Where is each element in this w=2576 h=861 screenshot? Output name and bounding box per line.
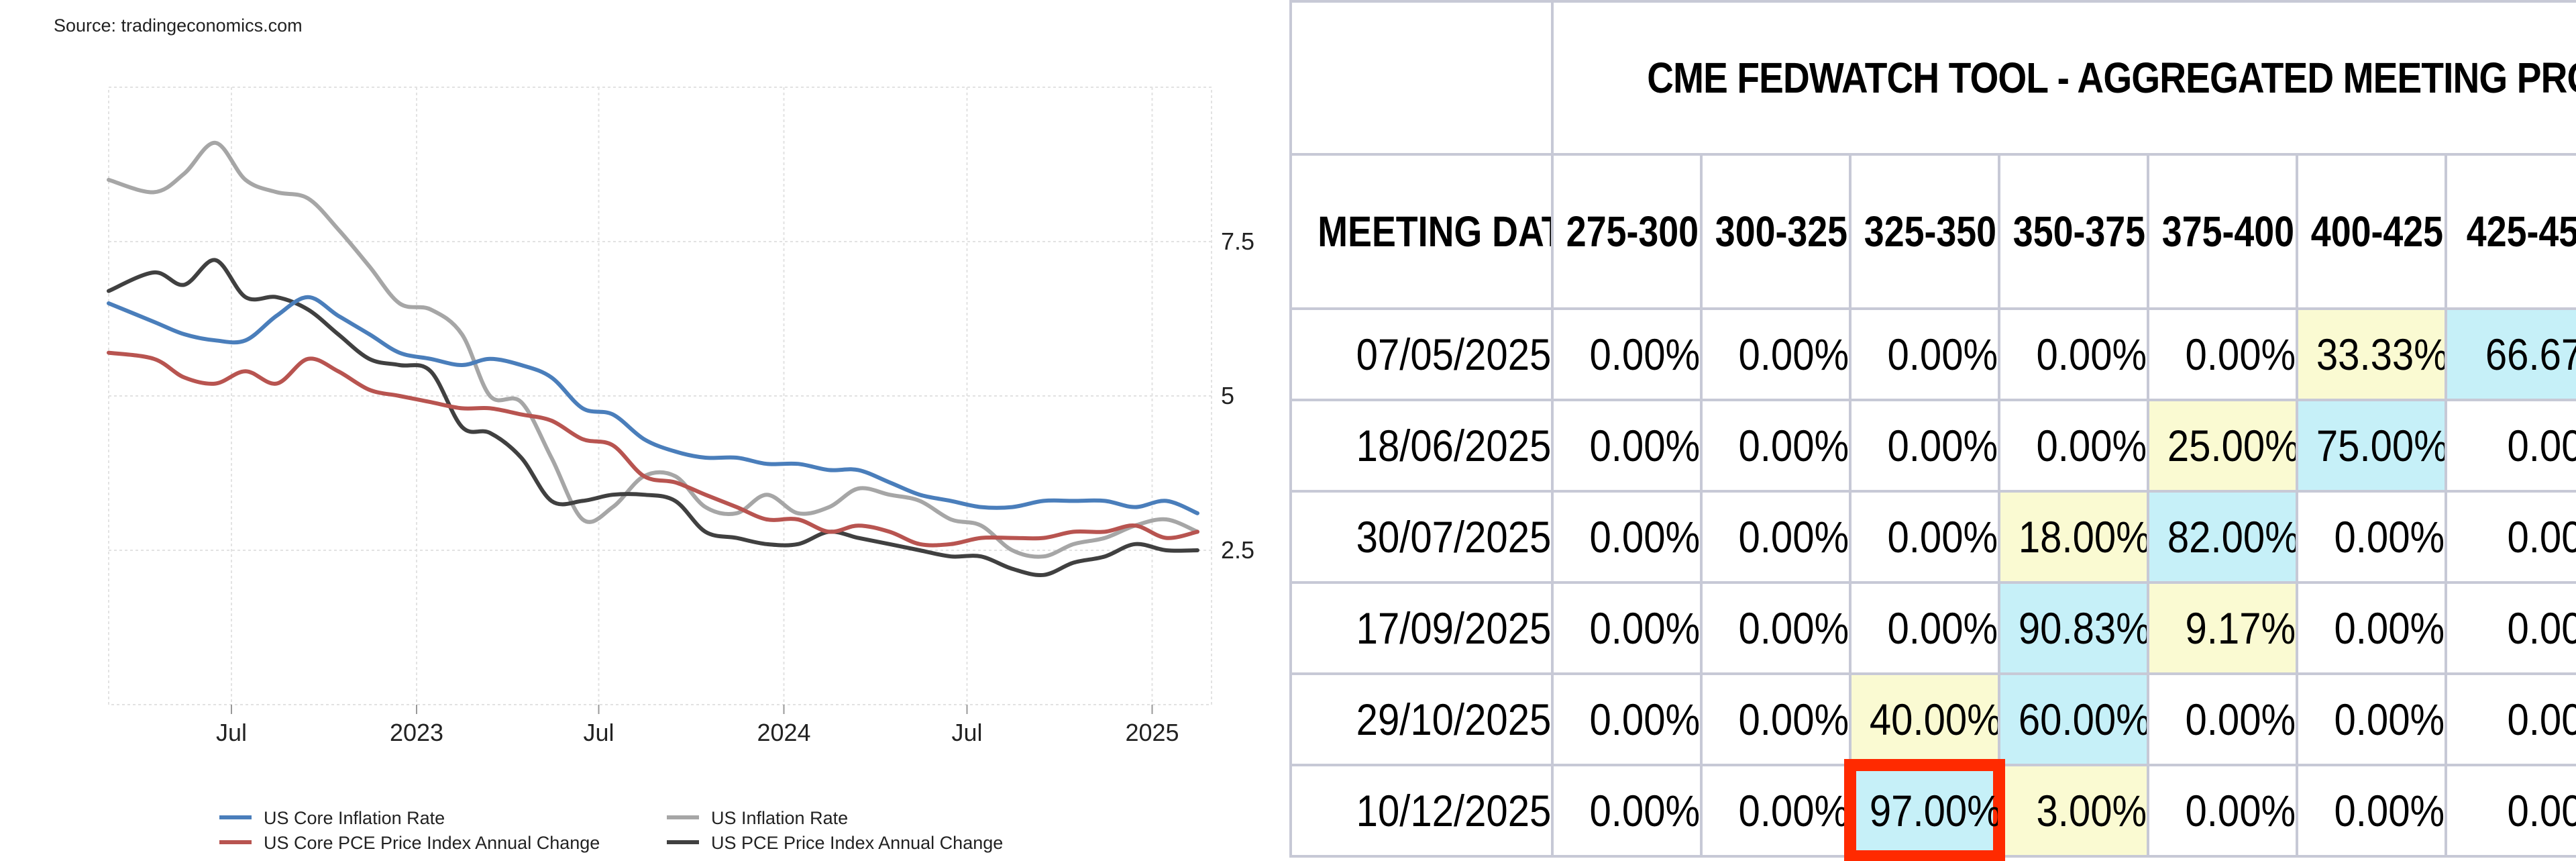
table-row: 18/06/2025 0.00% 0.00% 0.00% 0.00% 25.00% 75.0… — [1289, 399, 2576, 493]
legend-label: US Core PCE Price Index Annual Change — [264, 833, 600, 853]
table-row: 29/10/2025 0.00% 0.00% 40.00% 60.00% 0.00% 0.0… — [1289, 672, 2576, 766]
probability-cell: 0.00% — [1998, 399, 2149, 493]
probability-cell: 40.00% — [1849, 672, 2000, 766]
probability-cell: 0.00% — [1700, 581, 1851, 675]
probability-cell: 0.00% — [1849, 307, 2000, 401]
corner-cell — [1289, 0, 1554, 156]
legend-label: US Core Inflation Rate — [264, 808, 445, 828]
probability-cell: 0.00% — [2444, 399, 2576, 493]
series-line-2 — [107, 350, 1199, 548]
series-line-0 — [107, 295, 1199, 515]
series-line-3 — [107, 258, 1199, 578]
meeting-date-header: MEETING DATE — [1289, 153, 1554, 310]
x-tick-label: Jul — [583, 719, 614, 746]
probability-cell: 0.00% — [1700, 672, 1851, 766]
table-row: 10/12/2025 0.00% 0.00% 97.00% 3.00% 0.00% 0.00… — [1289, 759, 2576, 861]
chart-series — [107, 140, 1199, 578]
probability-cell: 0.00% — [1998, 307, 2149, 401]
probability-cell: 33.33% — [2296, 307, 2447, 401]
x-tick-label: 2023 — [390, 719, 443, 746]
y-tick-label: 7.5 — [1221, 227, 1254, 255]
range-header-275-300: 275-300 — [1551, 153, 1703, 310]
probability-cell: 0.00% — [1551, 307, 1703, 401]
y-tick-label: 2.5 — [1221, 536, 1254, 564]
chart-ticks: 2.5 5 7.5 Jul 2023 Jul 2024 Jul 2025 — [216, 227, 1254, 746]
meeting-date-cell: 10/12/2025 — [1289, 764, 1554, 858]
meeting-date-cell: 18/06/2025 — [1289, 399, 1554, 493]
probability-cell: 0.00% — [2444, 764, 2576, 858]
probability-cell: 0.00% — [2296, 490, 2447, 584]
probability-cell: 0.00% — [2296, 581, 2447, 675]
meeting-date-cell: 30/07/2025 — [1289, 490, 1554, 584]
x-tick-label: Jul — [951, 719, 982, 746]
probability-cell: 18.00% — [1998, 490, 2149, 584]
probability-cell: 75.00% — [2296, 399, 2447, 493]
probability-cell: 0.00% — [2444, 672, 2576, 766]
meeting-date-cell: 29/10/2025 — [1289, 672, 1554, 766]
range-header-325-350: 325-350 — [1849, 153, 2000, 310]
probability-cell: 0.00% — [2296, 764, 2447, 858]
probability-cell: 0.00% — [2147, 672, 2298, 766]
probability-cell: 9.17% — [2147, 581, 2298, 675]
probability-cell: 3.00% — [1998, 764, 2149, 858]
probability-cell: 60.00% — [1998, 672, 2149, 766]
source-label: Source: tradingeconomics.com — [54, 15, 303, 36]
table-row: 07/05/2025 0.00% 0.00% 0.00% 0.00% 0.00% 33.33… — [1289, 307, 2576, 401]
y-tick-label: 5 — [1221, 382, 1234, 409]
range-header-400-425: 400-425 — [2296, 153, 2447, 310]
probability-cell: 0.00% — [1700, 399, 1851, 493]
probability-cell: 0.00% — [1700, 764, 1851, 858]
probability-cell: 0.00% — [2147, 764, 2298, 858]
probability-cell: 0.00% — [1551, 581, 1703, 675]
fedwatch-table-panel: CME FEDWATCH TOOL - AGGREGATED MEETING P… — [1289, 0, 2576, 861]
range-header-300-325: 300-325 — [1700, 153, 1851, 310]
table-row: 17/09/2025 0.00% 0.00% 0.00% 90.83% 9.17% 0.00… — [1289, 581, 2576, 675]
highlighted-probability-cell: 97.00% — [1844, 759, 2005, 861]
table-row: 30/07/2025 0.00% 0.00% 0.00% 18.00% 82.00% 0.0… — [1289, 490, 2576, 584]
probability-cell: 0.00% — [1849, 581, 2000, 675]
meeting-date-cell: 17/09/2025 — [1289, 581, 1554, 675]
legend-label: US Inflation Rate — [711, 808, 848, 828]
fedwatch-table: CME FEDWATCH TOOL - AGGREGATED MEETING P… — [1289, 0, 2576, 861]
x-tick-label: 2025 — [1125, 719, 1179, 746]
probability-cell: 0.00% — [2444, 490, 2576, 584]
probability-cell: 0.00% — [2296, 672, 2447, 766]
range-header-375-400: 375-400 — [2147, 153, 2298, 310]
chart-legend: US Core Inflation Rate US Inflation Rate U… — [219, 808, 1003, 853]
probability-cell: 0.00% — [1551, 490, 1703, 584]
probability-cell: 82.00% — [2147, 490, 2298, 584]
table-title: CME FEDWATCH TOOL - AGGREGATED MEETING P… — [1550, 0, 2576, 156]
probability-cell: 0.00% — [1849, 399, 2000, 493]
probability-cell: 25.00% — [2147, 399, 2298, 493]
legend-label: US PCE Price Index Annual Change — [711, 833, 1003, 853]
range-header-350-375: 350-375 — [1998, 153, 2149, 310]
probability-cell: 0.00% — [2147, 307, 2298, 401]
probability-cell: 66.67% — [2444, 307, 2576, 401]
probability-cell: 0.00% — [1551, 399, 1703, 493]
probability-cell: 90.83% — [1998, 581, 2149, 675]
x-tick-label: Jul — [216, 719, 247, 746]
chart-grid — [108, 87, 1212, 714]
probability-cell: 0.00% — [2444, 581, 2576, 675]
plot-frame — [108, 87, 1212, 705]
x-tick-label: 2024 — [757, 719, 810, 746]
probability-cell: 0.00% — [1849, 490, 2000, 584]
probability-cell: 0.00% — [1551, 672, 1703, 766]
header-row: MEETING DATE 275-300300-325325-350350-37… — [1289, 153, 2576, 310]
series-line-1 — [107, 140, 1199, 559]
probability-cell: 0.00% — [1551, 764, 1703, 858]
range-header-425-450: 425-450 — [2444, 153, 2576, 310]
probability-cell: 0.00% — [1700, 490, 1851, 584]
inflation-chart-panel: Source: tradingeconomics.com 2.5 5 7.5 Jul 2… — [54, 15, 1254, 853]
probability-cell: 0.00% — [1700, 307, 1851, 401]
meeting-date-cell: 07/05/2025 — [1289, 307, 1554, 401]
